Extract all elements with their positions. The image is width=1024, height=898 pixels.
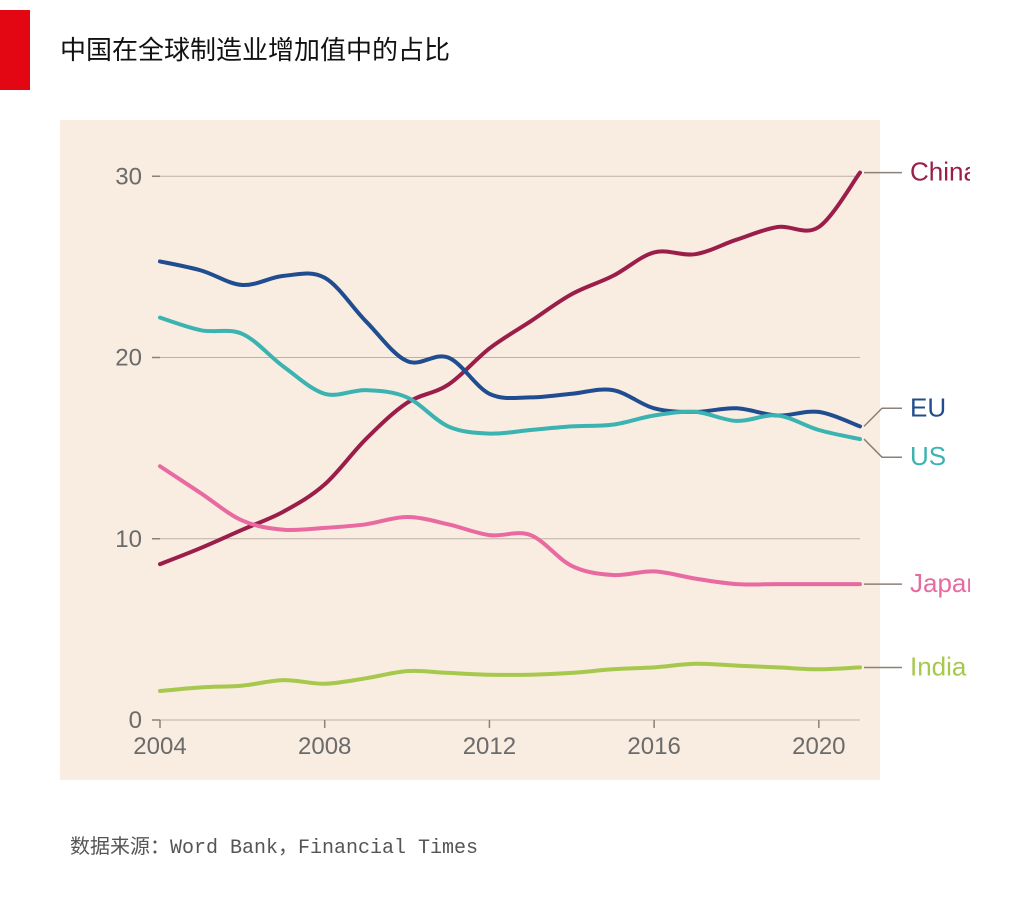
x-axis-label: 2016	[627, 733, 680, 760]
chart-title: 中国在全球制造业增加值中的占比	[60, 10, 450, 67]
series-china	[160, 173, 860, 565]
accent-bar	[0, 10, 30, 90]
legend-label-eu: EU	[910, 392, 946, 422]
legend-label-us: US	[910, 441, 946, 471]
y-axis-label: 10	[115, 526, 142, 553]
legend-label-japan: Japan	[910, 568, 970, 598]
chart-header: 中国在全球制造业增加值中的占比	[0, 0, 1024, 90]
x-axis-label: 2004	[133, 733, 186, 760]
source-attribution: 数据来源：Word Bank，Financial Times	[70, 830, 1024, 860]
y-axis-label: 30	[115, 163, 142, 190]
legend-label-china: China	[910, 157, 970, 187]
line-chart: 0 10 20 30 2004 2008 2012 2016 2020 China EU US Japa…	[60, 120, 970, 780]
x-axis-label: 2020	[792, 733, 845, 760]
y-axis-label: 0	[129, 707, 142, 734]
x-axis-label: 2012	[463, 733, 516, 760]
legend-label-india: India	[910, 651, 967, 681]
series-india	[160, 664, 860, 691]
chart-container: 0 10 20 30 2004 2008 2012 2016 2020 China EU US Japa…	[60, 120, 970, 780]
series-japan	[160, 466, 860, 584]
series-eu	[160, 261, 860, 426]
x-axis-label: 2008	[298, 733, 351, 760]
y-axis-label: 20	[115, 345, 142, 372]
